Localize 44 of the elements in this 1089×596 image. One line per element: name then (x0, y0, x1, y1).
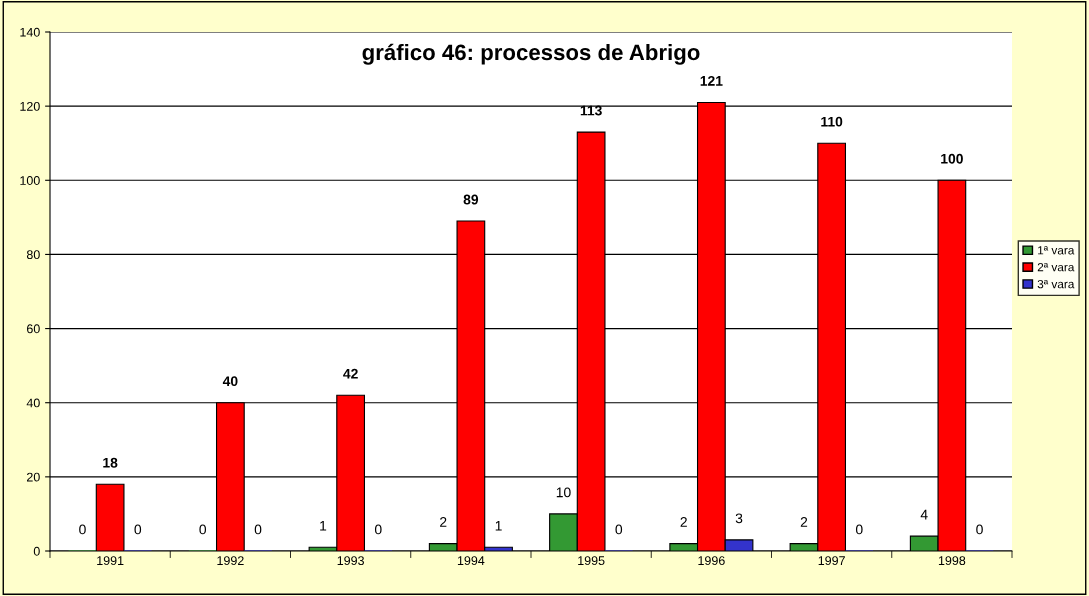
y-tick-label: 60 (27, 324, 40, 334)
y-tick-label: 20 (27, 472, 40, 482)
data-label: 0 (855, 524, 863, 535)
data-label: 18 (103, 457, 118, 468)
data-label: 0 (615, 524, 623, 535)
y-tick-label: 100 (20, 176, 40, 185)
data-label: 89 (463, 194, 479, 205)
x-tick-label: 1993 (337, 556, 364, 566)
legend-label: 2ª vara (1037, 263, 1075, 272)
data-label: 2 (680, 517, 687, 527)
data-label: 1 (495, 520, 502, 531)
legend-label: 1ª vara (1038, 246, 1075, 255)
y-tick-label: 140 (20, 27, 40, 37)
data-label: 0 (134, 524, 142, 535)
data-label: 2 (800, 517, 808, 527)
data-label: 0 (254, 524, 262, 535)
x-tick-label: 1995 (578, 556, 605, 566)
x-tick-label: 1991 (97, 556, 124, 566)
data-label: 121 (700, 75, 723, 86)
data-label: 1 (320, 520, 327, 531)
x-tick-label: 1992 (217, 556, 244, 566)
y-tick-label: 80 (26, 250, 40, 260)
data-label: 100 (941, 153, 963, 164)
data-label: 4 (920, 509, 928, 520)
x-tick-label: 1996 (698, 556, 725, 566)
data-label: 0 (976, 524, 983, 535)
data-label: 0 (374, 524, 382, 535)
chart-title: gráfico 46: processos de Abrigo (362, 43, 700, 65)
data-label: 3 (735, 513, 743, 524)
data-label: 0 (79, 524, 86, 535)
x-tick-label: 1997 (818, 556, 845, 566)
data-label: 10 (556, 487, 571, 498)
legend-label: 3ª vara (1037, 279, 1075, 289)
y-tick-label: 0 (33, 546, 40, 556)
data-label: 110 (821, 116, 843, 127)
data-label: 0 (199, 524, 207, 535)
x-tick-label: 1994 (457, 556, 485, 566)
data-label: 113 (580, 105, 602, 116)
data-label: 2 (440, 517, 447, 527)
y-tick-label: 120 (20, 101, 40, 111)
data-label: 40 (222, 376, 238, 387)
x-tick-label: 1998 (938, 556, 966, 566)
y-tick-label: 40 (26, 398, 40, 408)
data-label: 42 (343, 368, 358, 379)
